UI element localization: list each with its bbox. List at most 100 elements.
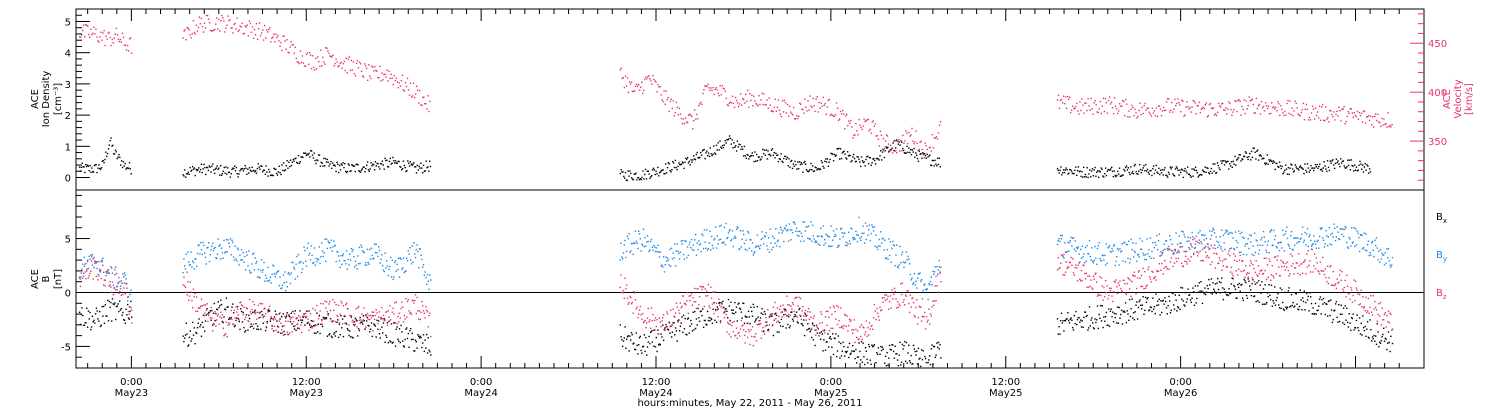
data-point bbox=[714, 319, 716, 321]
data-point bbox=[761, 231, 763, 233]
data-point bbox=[128, 162, 131, 164]
data-point bbox=[274, 318, 276, 320]
data-point bbox=[1069, 318, 1071, 320]
data-point bbox=[1323, 119, 1325, 121]
data-point bbox=[1331, 321, 1334, 324]
data-point bbox=[336, 251, 338, 253]
data-point bbox=[1104, 254, 1106, 257]
data-point bbox=[386, 260, 388, 262]
data-point bbox=[401, 268, 403, 271]
data-point bbox=[121, 32, 124, 34]
data-point bbox=[381, 326, 383, 328]
data-point bbox=[362, 318, 365, 321]
data-point bbox=[663, 90, 665, 92]
data-point bbox=[651, 320, 653, 322]
data-point bbox=[729, 319, 731, 322]
data-point bbox=[112, 284, 114, 286]
data-point bbox=[428, 349, 430, 351]
data-point bbox=[1223, 242, 1225, 244]
data-point bbox=[192, 288, 195, 290]
data-point bbox=[702, 326, 705, 328]
data-point bbox=[1150, 257, 1152, 259]
data-point bbox=[1136, 117, 1138, 119]
data-point bbox=[737, 303, 739, 305]
data-point bbox=[104, 44, 106, 47]
data-point bbox=[117, 303, 119, 305]
data-point bbox=[281, 49, 283, 52]
data-point bbox=[792, 320, 795, 322]
data-point bbox=[644, 319, 646, 322]
data-point bbox=[1288, 112, 1290, 115]
data-point bbox=[1282, 301, 1284, 304]
data-point bbox=[1278, 242, 1280, 244]
data-point bbox=[305, 53, 308, 56]
data-point bbox=[1111, 170, 1114, 172]
data-point bbox=[426, 352, 429, 354]
series-velocity-segment-0 bbox=[78, 24, 133, 54]
data-point bbox=[393, 276, 395, 278]
data-point bbox=[900, 364, 902, 366]
data-point bbox=[1104, 167, 1107, 169]
data-point bbox=[307, 321, 309, 324]
data-point bbox=[1060, 166, 1062, 168]
data-point bbox=[833, 153, 836, 156]
data-point bbox=[919, 357, 921, 359]
data-point bbox=[787, 240, 790, 242]
data-point bbox=[1224, 232, 1226, 235]
data-point bbox=[848, 120, 850, 122]
data-point bbox=[1385, 123, 1387, 125]
data-point bbox=[409, 330, 411, 332]
data-point bbox=[1354, 164, 1356, 166]
data-point bbox=[345, 170, 347, 173]
data-point bbox=[267, 266, 269, 269]
data-point bbox=[776, 331, 779, 333]
data-point bbox=[196, 296, 198, 298]
data-point bbox=[691, 330, 694, 332]
data-point bbox=[1375, 343, 1378, 345]
data-point bbox=[858, 216, 860, 219]
data-point bbox=[853, 350, 855, 353]
data-point bbox=[1310, 302, 1313, 305]
data-point bbox=[1069, 240, 1071, 242]
data-point bbox=[421, 104, 423, 106]
data-point bbox=[662, 317, 664, 319]
data-point bbox=[1077, 166, 1080, 168]
data-point bbox=[831, 245, 833, 247]
data-point bbox=[1254, 283, 1257, 285]
data-point bbox=[1112, 245, 1115, 247]
data-point bbox=[667, 328, 670, 331]
data-point bbox=[793, 165, 795, 167]
data-point bbox=[279, 45, 281, 47]
data-point bbox=[640, 314, 642, 316]
data-point bbox=[1360, 322, 1362, 325]
data-point bbox=[1381, 336, 1383, 338]
data-point bbox=[246, 254, 248, 256]
data-point bbox=[113, 303, 115, 306]
data-point bbox=[1144, 253, 1147, 256]
data-point bbox=[784, 228, 787, 230]
data-point bbox=[1166, 98, 1169, 100]
data-point bbox=[240, 168, 242, 171]
data-point bbox=[737, 146, 739, 148]
data-point bbox=[1267, 240, 1269, 242]
y-tick-label: 1 bbox=[65, 142, 71, 153]
data-point bbox=[1380, 339, 1382, 342]
data-point bbox=[1112, 321, 1115, 323]
data-point bbox=[1124, 241, 1126, 244]
data-point bbox=[215, 325, 217, 327]
data-point bbox=[1178, 294, 1180, 296]
data-point bbox=[1312, 108, 1315, 110]
data-point bbox=[1246, 243, 1249, 245]
data-point bbox=[1339, 228, 1342, 230]
data-point bbox=[903, 266, 905, 269]
data-point bbox=[285, 281, 288, 283]
data-point bbox=[820, 235, 823, 237]
data-point bbox=[186, 333, 188, 335]
data-point bbox=[728, 230, 730, 232]
data-point bbox=[1329, 109, 1331, 112]
data-point bbox=[1292, 114, 1294, 117]
data-point bbox=[182, 335, 184, 337]
data-point bbox=[824, 102, 826, 105]
data-point bbox=[290, 316, 292, 319]
data-point bbox=[334, 320, 337, 323]
